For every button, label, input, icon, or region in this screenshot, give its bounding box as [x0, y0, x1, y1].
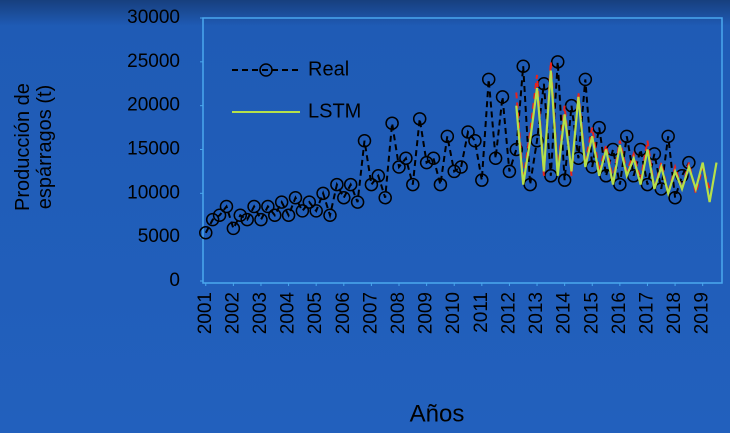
x-tick-label: 2005 [305, 292, 326, 334]
legend-label: Real [308, 58, 349, 80]
x-tick-label: 2011 [471, 292, 492, 333]
x-tick-label: 2016 [609, 292, 630, 334]
page: Años Producción de espárragos (t) 0 5000 1… [0, 0, 730, 433]
x-tick-label: 2017 [636, 292, 657, 334]
y-axis-title: Producción de espárragos (t) [12, 52, 72, 242]
y-tick-label: 20000 [127, 95, 180, 116]
chart: Años Producción de espárragos (t) 0 5000 1… [0, 0, 730, 433]
y-tick-label: 10000 [127, 182, 180, 203]
legend-label: LSTM [308, 100, 361, 122]
y-axis-title-box: Producción de espárragos (t) [0, 40, 90, 250]
x-tick-label: 2018 [664, 292, 685, 334]
x-tick-label: 2008 [388, 292, 409, 334]
y-tick-label: 5000 [138, 226, 180, 247]
x-tick-label: 2015 [581, 292, 602, 334]
background [0, 0, 730, 433]
x-axis-title: Años [410, 400, 465, 427]
x-tick-label: 2004 [278, 292, 299, 335]
y-tick-label: 0 [169, 270, 180, 291]
x-tick-label: 2007 [360, 292, 381, 334]
x-tick-label: 2003 [250, 292, 271, 334]
y-tick-label: 25000 [127, 51, 180, 72]
y-tick-label: 15000 [127, 139, 180, 160]
y-tick-label: 30000 [127, 7, 180, 28]
x-tick-label: 2012 [498, 292, 519, 334]
x-tick-label: 2001 [195, 292, 216, 334]
x-tick-label: 2019 [692, 292, 713, 334]
x-tick-label: 2009 [416, 292, 437, 334]
x-tick-label: 2006 [333, 292, 354, 334]
x-tick-label: 2010 [443, 292, 464, 334]
x-tick-label: 2014 [554, 292, 575, 335]
x-tick-label: 2002 [222, 292, 243, 334]
x-tick-label: 2013 [526, 292, 547, 334]
